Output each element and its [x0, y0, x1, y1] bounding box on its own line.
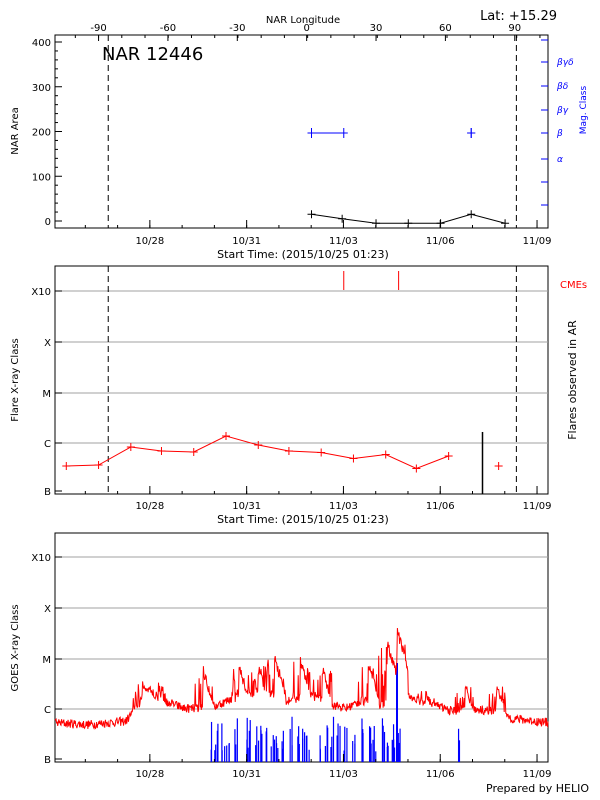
mag-class-point: [467, 128, 476, 138]
mag-class-point: [307, 128, 316, 138]
date-tick-label: 11/03: [329, 769, 358, 780]
nar-area-tick-label: 0: [45, 217, 51, 228]
nar-area-tick-label: 400: [32, 38, 51, 49]
flare-class-point: [381, 450, 390, 459]
nar-x-axis-label: Start Time: (2015/10/25 01:23): [217, 248, 389, 261]
nar-area-tick-label: 300: [32, 83, 51, 94]
flare-class-series-line: [66, 435, 449, 470]
date-tick-label: 11/06: [426, 236, 455, 247]
goes-class-tick-label: M: [42, 655, 51, 666]
flare-count-axis-label: Flares observed in AR: [566, 320, 579, 440]
nar-area-point: [307, 210, 316, 219]
flare-class-point: [349, 454, 358, 463]
longitude-tick-label: 90: [508, 23, 521, 34]
date-tick-label: 11/06: [426, 769, 455, 780]
mag-class-tick-label: α: [557, 155, 563, 165]
date-tick-label: 10/31: [232, 501, 261, 512]
longitude-tick-label: 60: [439, 23, 452, 34]
date-tick-label: 10/28: [135, 501, 164, 512]
nar-area-tick-label: 200: [32, 128, 51, 139]
flare-class-point: [62, 462, 71, 470]
nar-title: NAR 12446: [102, 44, 203, 65]
goes-class-tick-label: X: [44, 604, 51, 615]
goes-axis-label: GOES X-ray Class: [10, 604, 21, 691]
latitude-label: Lat: +15.29: [480, 9, 557, 24]
mag-class-tick-label: βγ: [556, 106, 569, 116]
flare-class-point: [284, 447, 293, 455]
date-tick-label: 11/03: [329, 501, 358, 512]
mag-class-tick-label: βδ: [556, 82, 569, 92]
flare-class-point: [189, 448, 198, 456]
mag-class-point: [339, 128, 348, 138]
date-tick-label: 10/28: [135, 769, 164, 780]
flare-class-point: [157, 447, 166, 455]
flare-class-tick-label: X10: [31, 287, 51, 298]
goes-class-tick-label: X10: [31, 553, 51, 564]
flare-class-point: [412, 464, 421, 473]
date-tick-label: 10/31: [232, 236, 261, 247]
cme-label: CMEs: [560, 280, 587, 291]
longitude-tick-label: 30: [370, 23, 383, 34]
goes-plot-frame: [54, 532, 549, 763]
flare-class-point: [317, 448, 326, 457]
nar-area-point: [467, 210, 476, 219]
longitude-tick-label: -90: [90, 23, 106, 34]
longitude-tick-label: 0: [303, 23, 309, 34]
mag-class-tick-label: β: [556, 129, 563, 139]
flare-class-point: [254, 441, 263, 449]
date-tick-label: 11/09: [523, 501, 552, 512]
flare-class-point: [222, 432, 231, 440]
nar-area-tick-label: 100: [32, 172, 51, 183]
flare-class-point: [94, 461, 103, 469]
date-tick-label: 11/03: [329, 236, 358, 247]
date-tick-label: 11/09: [523, 236, 552, 247]
flare-class-point: [126, 443, 135, 451]
flare-class-tick-label: M: [42, 389, 51, 400]
footer-credit: Prepared by HELIO: [486, 782, 589, 795]
flare-plot-frame: [54, 265, 549, 495]
flare-axis-label: Flare X-ray Class: [10, 338, 21, 422]
goes-class-tick-label: B: [44, 755, 51, 766]
mag-class-axis-label: Mag. Class: [579, 85, 589, 134]
goes-class-tick-label: C: [44, 705, 51, 716]
longitude-tick-label: -60: [160, 23, 176, 34]
flare-class-tick-label: B: [44, 487, 51, 498]
flare-class-point: [444, 452, 453, 460]
nar-area-axis-label: NAR Area: [10, 107, 21, 154]
date-tick-label: 11/06: [426, 501, 455, 512]
flare-class-tick-label: X: [44, 338, 51, 349]
longitude-tick-label: -30: [229, 23, 245, 34]
date-tick-label: 11/09: [523, 769, 552, 780]
goes-long-channel-curve: [54, 627, 549, 730]
mag-class-tick-label: βγδ: [556, 58, 574, 68]
date-tick-label: 10/31: [232, 769, 261, 780]
flare-class-point: [494, 462, 503, 470]
nar-area-point: [338, 214, 347, 223]
flare-x-axis-label: Start Time: (2015/10/25 01:23): [217, 513, 389, 526]
flare-class-tick-label: C: [44, 439, 51, 450]
date-tick-label: 10/28: [135, 236, 164, 247]
top-axis-label: NAR Longitude: [266, 15, 340, 26]
